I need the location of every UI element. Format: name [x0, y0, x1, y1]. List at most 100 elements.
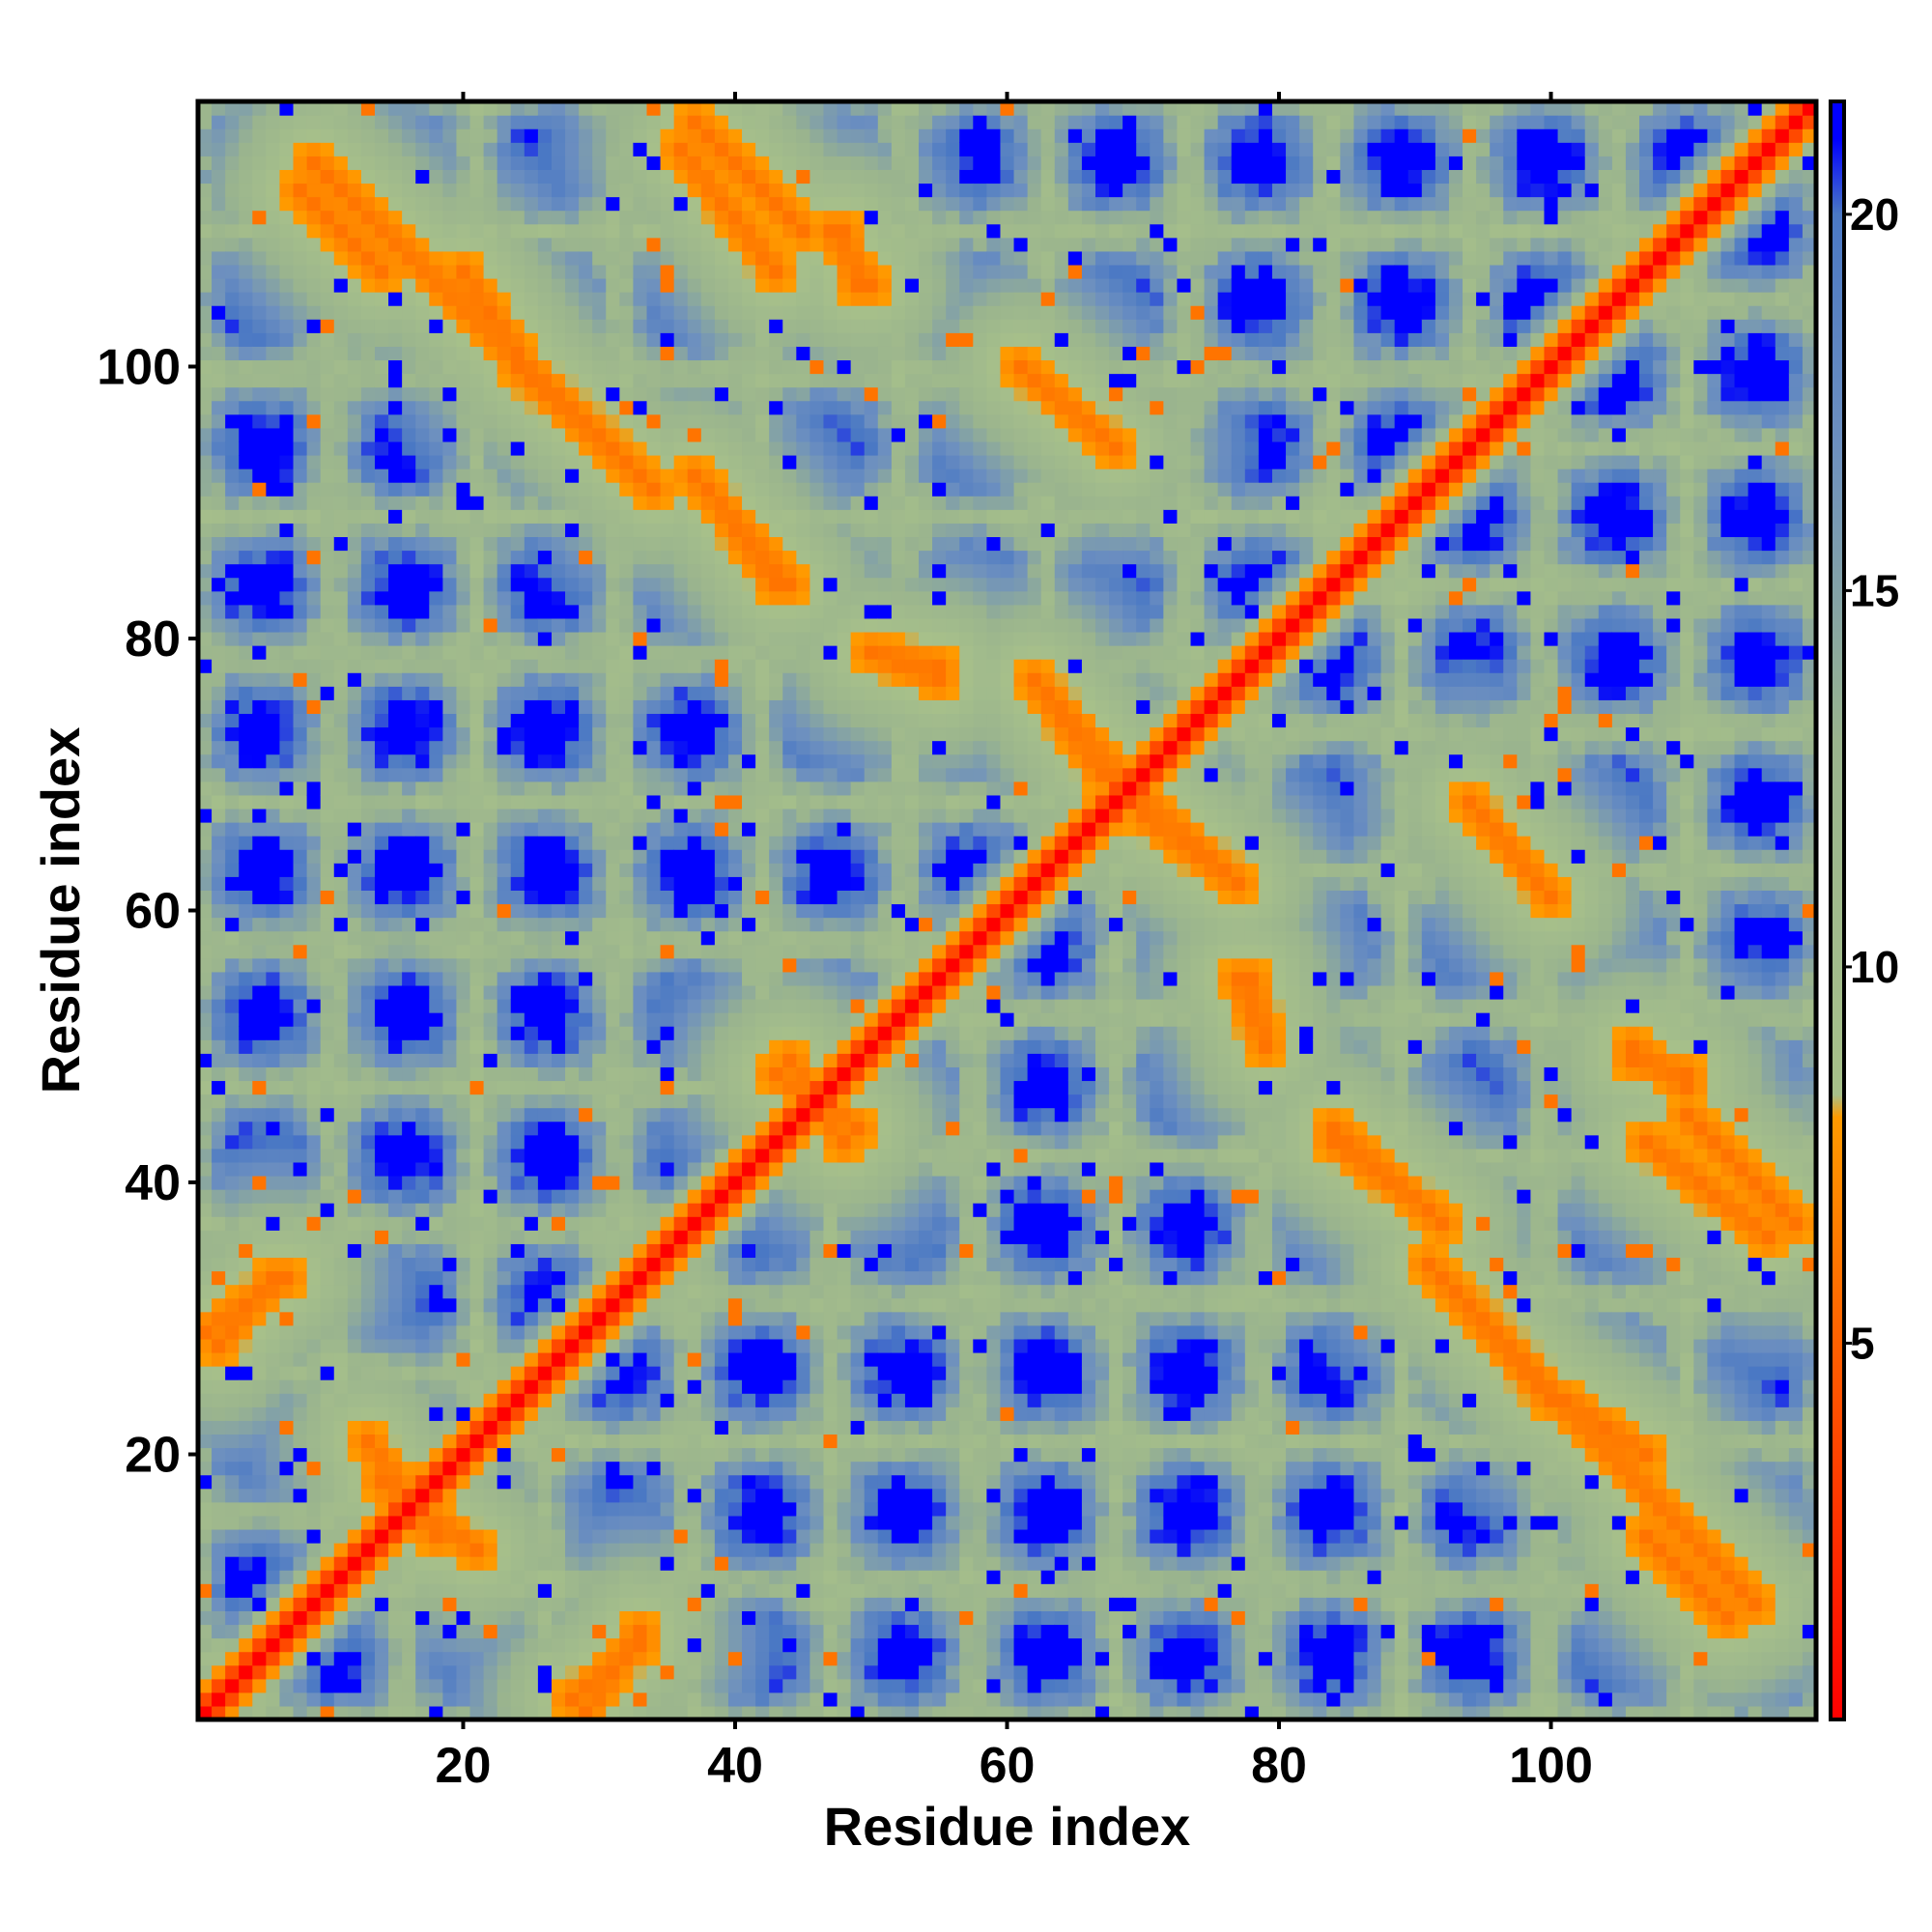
heatmap-cell — [212, 631, 226, 646]
heatmap-cell — [633, 590, 648, 606]
heatmap-cell — [469, 210, 485, 225]
heatmap-cell — [347, 1610, 362, 1626]
heatmap-cell — [415, 998, 430, 1013]
heatmap-cell — [592, 1203, 607, 1217]
heatmap-cell — [374, 1107, 389, 1122]
heatmap-cell — [524, 1338, 539, 1353]
heatmap-cell — [537, 1053, 553, 1067]
heatmap-cell — [320, 1528, 335, 1544]
heatmap-cell — [429, 1447, 443, 1463]
heatmap-cell — [469, 1637, 485, 1653]
heatmap-cell — [537, 427, 553, 442]
heatmap-cell — [252, 998, 267, 1013]
heatmap-cell — [673, 1379, 689, 1394]
heatmap-cell — [687, 930, 702, 946]
heatmap-cell — [333, 1501, 349, 1517]
heatmap-cell — [579, 523, 593, 538]
heatmap-cell — [442, 1053, 458, 1067]
heatmap-cell — [700, 1366, 716, 1380]
heatmap-cell — [483, 1406, 498, 1421]
heatmap-cell — [320, 373, 335, 388]
heatmap-cell — [537, 1543, 553, 1557]
heatmap-cell — [442, 1624, 458, 1639]
heatmap-cell — [212, 210, 226, 225]
heatmap-cell — [429, 1393, 443, 1407]
heatmap-cell — [279, 1610, 295, 1626]
heatmap-cell — [660, 1297, 675, 1313]
heatmap-cell — [646, 169, 662, 185]
heatmap-cell — [388, 210, 403, 225]
heatmap-cell — [660, 523, 675, 538]
heatmap-cell — [239, 454, 253, 469]
heatmap-cell — [551, 849, 566, 864]
heatmap-cell — [483, 659, 498, 673]
heatmap-cell — [293, 440, 308, 456]
heatmap-cell — [198, 1175, 213, 1190]
heatmap-cell — [252, 1134, 267, 1150]
heatmap-cell — [673, 686, 689, 700]
heatmap-cell — [619, 1351, 635, 1367]
heatmap-cell — [252, 1175, 267, 1190]
heatmap-cell — [415, 930, 430, 946]
heatmap-cell — [347, 482, 362, 497]
heatmap-cell — [537, 903, 553, 919]
heatmap-cell — [360, 890, 376, 905]
heatmap-cell — [266, 523, 281, 538]
heatmap-cell — [374, 645, 389, 660]
heatmap-cell — [252, 1556, 267, 1571]
heatmap-cell — [660, 876, 675, 891]
heatmap-cell — [565, 305, 580, 320]
heatmap-cell — [266, 223, 281, 239]
heatmap-cell — [402, 794, 416, 810]
heatmap-cell — [524, 1284, 539, 1299]
heatmap-cell — [388, 550, 403, 565]
heatmap-cell — [727, 849, 743, 864]
heatmap-cell — [714, 1637, 729, 1653]
heatmap-cell — [537, 496, 553, 510]
heatmap-cell — [469, 903, 485, 919]
heatmap-cell — [660, 482, 675, 497]
heatmap-cell — [592, 101, 607, 116]
heatmap-cell — [606, 332, 620, 347]
heatmap-cell — [320, 469, 335, 483]
heatmap-cell — [266, 1406, 281, 1421]
heatmap-cell — [225, 590, 240, 606]
heatmap-cell — [524, 1393, 539, 1407]
heatmap-cell — [442, 1420, 458, 1435]
heatmap-cell — [714, 822, 729, 837]
heatmap-cell — [633, 1461, 648, 1476]
heatmap-cell — [755, 128, 770, 143]
heatmap-cell — [225, 1203, 240, 1217]
heatmap-cell — [592, 944, 607, 959]
heatmap-cell — [469, 373, 485, 388]
heatmap-cell — [714, 1597, 729, 1611]
heatmap-cell — [279, 1678, 295, 1693]
heatmap-cell — [402, 115, 416, 129]
heatmap-cell — [646, 359, 662, 375]
heatmap-cell — [619, 713, 635, 728]
heatmap-cell — [483, 876, 498, 891]
heatmap-cell — [497, 509, 512, 524]
heatmap-cell — [442, 454, 458, 469]
heatmap-cell — [579, 1528, 593, 1544]
heatmap-cell — [537, 305, 553, 320]
heatmap-cell — [565, 1474, 580, 1490]
heatmap-cell — [633, 1216, 648, 1231]
heatmap-cell — [510, 849, 526, 864]
heatmap-cell — [660, 1678, 675, 1693]
heatmap-cell — [606, 536, 620, 552]
heatmap-cell — [239, 1311, 253, 1326]
heatmap-cell — [660, 128, 675, 143]
heatmap-cell — [592, 808, 607, 823]
heatmap-cell — [198, 836, 213, 850]
heatmap-cell — [347, 101, 362, 116]
heatmap-cell — [198, 142, 213, 156]
heatmap-cell — [415, 523, 430, 538]
heatmap-cell — [266, 1270, 281, 1286]
heatmap-cell — [429, 550, 443, 565]
heatmap-cell — [239, 1515, 253, 1530]
heatmap-cell — [293, 496, 308, 510]
heatmap-cell — [415, 196, 430, 212]
heatmap-cell — [579, 210, 593, 225]
heatmap-cell — [469, 672, 485, 687]
